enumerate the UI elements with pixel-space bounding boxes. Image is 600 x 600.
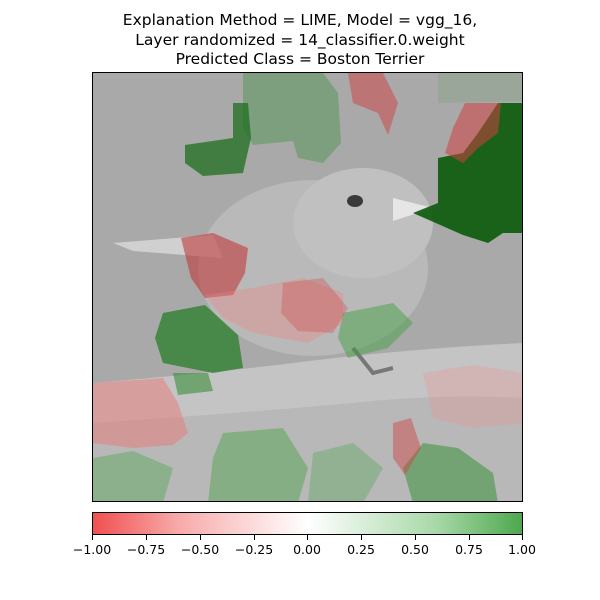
colorbar-tick-label: −0.50 — [180, 542, 220, 557]
colorbar-tick-label: −0.75 — [126, 542, 166, 557]
bird-leg — [351, 346, 394, 376]
explanation-image — [92, 72, 523, 502]
bird-head — [293, 168, 433, 278]
negative-region — [281, 278, 348, 333]
negative-region — [93, 378, 188, 448]
colorbar-tick-label: 0.50 — [401, 542, 429, 557]
colorbar-tick — [415, 535, 416, 540]
title-line-2: Layer randomized = 14_classifier.0.weigh… — [135, 30, 465, 49]
positive-region — [243, 73, 341, 163]
colorbar-tick-label: 0.25 — [347, 542, 375, 557]
positive-region — [173, 373, 213, 395]
positive-region — [155, 305, 243, 373]
colorbar-tick — [200, 535, 201, 540]
colorbar — [92, 512, 523, 535]
positive-region — [338, 303, 413, 358]
negative-region — [181, 233, 248, 298]
positive-region — [438, 73, 522, 103]
colorbar-tick — [92, 535, 93, 540]
bird-heatmap-svg — [93, 73, 522, 501]
colorbar-tick-label: 0.00 — [293, 542, 321, 557]
positive-region — [185, 103, 251, 176]
positive-region — [208, 428, 308, 501]
negative-region — [393, 418, 421, 475]
colorbar-tick — [254, 535, 255, 540]
colorbar-tick-label: −0.25 — [234, 542, 274, 557]
positive-region — [93, 451, 173, 501]
colorbar-tick — [522, 535, 523, 540]
positive-region — [413, 103, 522, 243]
colorbar-tick — [469, 535, 470, 540]
colorbar-tick-label: −1.00 — [72, 542, 112, 557]
negative-region — [205, 278, 343, 343]
bird-beak — [393, 198, 433, 221]
colorbar-tick-label: 0.75 — [455, 542, 483, 557]
negative-region — [348, 73, 398, 135]
title-line-1: Explanation Method = LIME, Model = vgg_1… — [122, 11, 478, 29]
positive-region — [308, 443, 383, 501]
title-line-3: Predicted Class = Boston Terrier — [175, 50, 425, 68]
colorbar-tick-label: 1.00 — [508, 542, 536, 557]
negative-region — [423, 365, 522, 428]
colorbar-tick — [361, 535, 362, 540]
positive-region — [403, 443, 498, 501]
bird-eye — [347, 195, 363, 207]
negative-region — [445, 103, 501, 163]
plot-title: Explanation Method = LIME, Model = vgg_1… — [0, 11, 600, 70]
colorbar-tick — [307, 535, 308, 540]
colorbar-tick — [146, 535, 147, 540]
